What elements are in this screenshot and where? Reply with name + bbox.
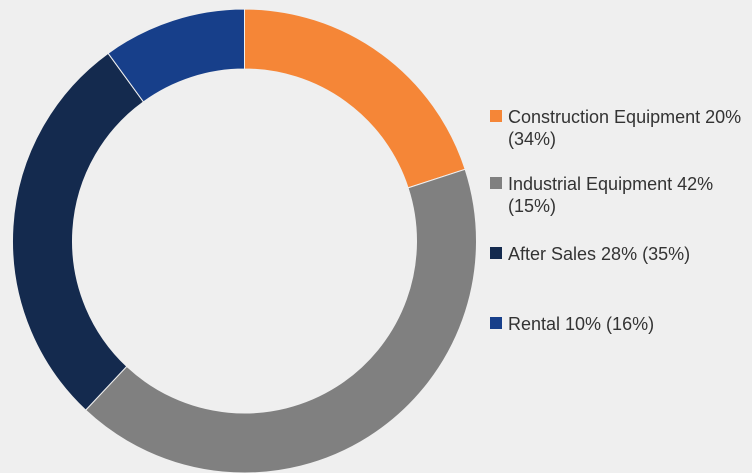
legend-item: Construction Equipment 20% (34%) bbox=[490, 106, 752, 150]
legend-label: After Sales 28% (35%) bbox=[508, 244, 691, 264]
legend-label: Industrial Equipment 42% (15%) bbox=[508, 174, 714, 216]
legend-swatch bbox=[490, 177, 502, 189]
donut-slice bbox=[12, 52, 145, 411]
legend-item: Industrial Equipment 42% (15%) bbox=[490, 173, 752, 217]
donut-slice bbox=[107, 8, 245, 103]
legend-label: Construction Equipment 20% (34%) bbox=[508, 107, 742, 149]
legend-label: Rental 10% (16%) bbox=[508, 314, 655, 334]
donut-slice bbox=[244, 8, 466, 189]
legend-item: Rental 10% (16%) bbox=[490, 313, 752, 335]
legend-swatch bbox=[490, 247, 502, 259]
donut-slice bbox=[84, 168, 477, 473]
legend-swatch bbox=[490, 110, 502, 122]
legend-item: After Sales 28% (35%) bbox=[490, 243, 752, 265]
legend-swatch bbox=[490, 317, 502, 329]
